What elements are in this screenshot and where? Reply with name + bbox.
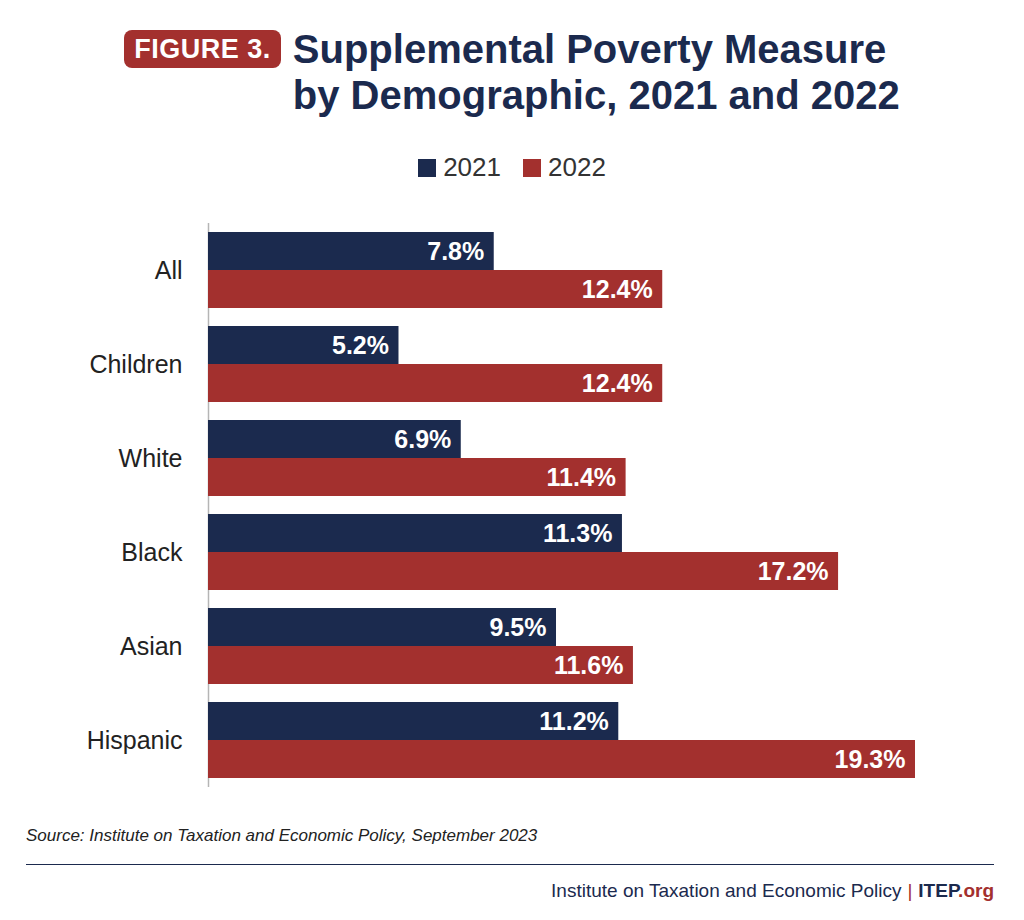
svg-text:9.5%: 9.5% (490, 613, 547, 641)
html-text:Supplemental Poverty Measure b: Supplemental Poverty Measure by Demograp… (292, 27, 900, 117)
svg-text:11.3%: 11.3% (543, 519, 613, 547)
svg-text:Asian: Asian (120, 632, 183, 660)
svg-text:11.4%: 11.4% (547, 463, 617, 491)
svg-text:12.4%: 12.4% (582, 369, 653, 397)
svg-text:6.9%: 6.9% (394, 425, 451, 453)
svg-text:Children: Children (89, 350, 182, 378)
html-text:Source: Institute on Taxation: Source: Institute on Taxation and Econom… (26, 826, 538, 845)
svg-text:11.2%: 11.2% (539, 707, 609, 735)
svg-text:7.8%: 7.8% (427, 237, 484, 265)
svg-text:17.2%: 17.2% (758, 557, 829, 585)
html-text:Institute on Taxation and Econ: Institute on Taxation and Economic Polic… (551, 880, 994, 901)
svg-text:11.6%: 11.6% (554, 651, 624, 679)
html-text:2022: 2022 (548, 152, 606, 182)
html-text:2021: 2021 (443, 152, 501, 182)
svg-text:White: White (119, 444, 183, 472)
svg-text:5.2%: 5.2% (332, 331, 389, 359)
svg-text:All: All (155, 256, 183, 284)
svg-text:19.3%: 19.3% (835, 745, 906, 773)
svg-text:12.4%: 12.4% (582, 275, 653, 303)
svg-text:Hispanic: Hispanic (87, 726, 183, 754)
svg-text:Black: Black (121, 538, 183, 566)
html-text:FIGURE 3.: FIGURE 3. (134, 34, 271, 64)
